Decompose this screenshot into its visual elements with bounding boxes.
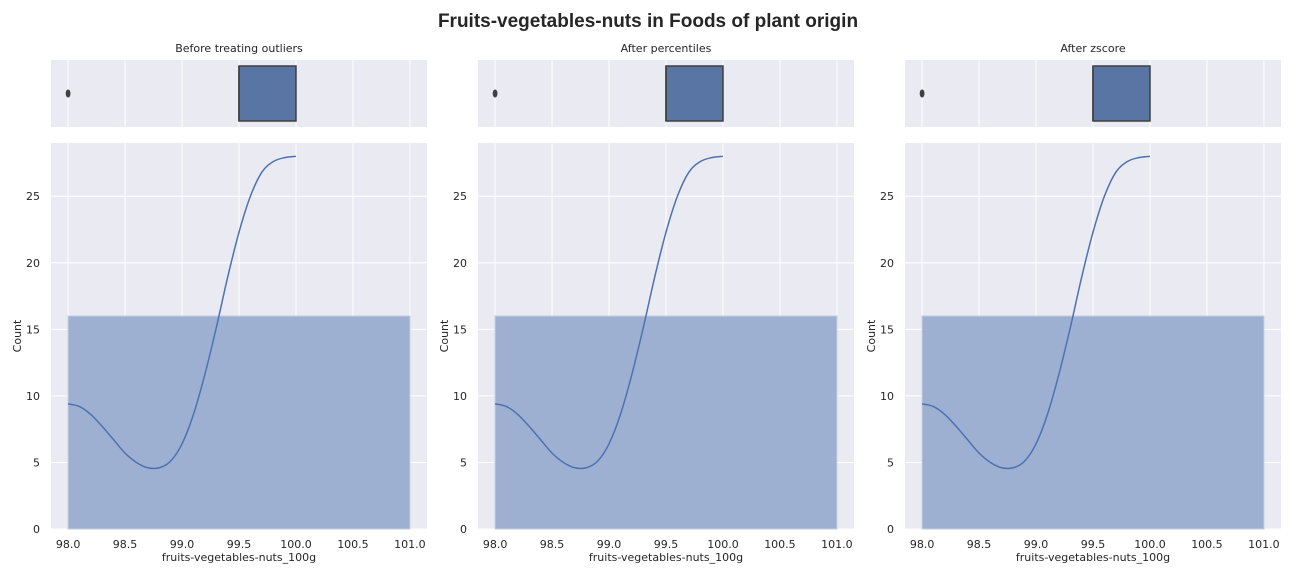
panel-1-x-tick-label-6: 101.0 [394,538,426,551]
panel-1-box [238,65,297,122]
panel-1-x-tick-label-0: 98.0 [56,538,81,551]
panel-3-y-axis-label: Count [865,319,878,352]
panel-1-x-tick-label-1: 98.5 [113,538,138,551]
panel-3-x-axis-label: fruits-vegetables-nuts_100g [1016,551,1170,564]
panel-2-x-tick-label-2: 99.0 [597,538,622,551]
panel-3-y-tick-label-4: 20 [880,257,894,270]
panel-1-x-tick-label-3: 99.5 [227,538,252,551]
panel-2-y-axis-label: Count [438,319,451,352]
panel-3-kde-line [921,155,1151,470]
panel-3-y-tick-label-2: 10 [880,390,894,403]
panel-1-x-tick-label-4: 100.0 [280,538,312,551]
panel-1-outlier-point-0 [65,89,71,98]
panel-1-y-tick-label-4: 20 [26,257,40,270]
panel-2-x-tick-label-1: 98.5 [540,538,565,551]
panel-3-histogram-bar-0 [921,315,1265,530]
panel-2-x-axis-label: fruits-vegetables-nuts_100g [589,551,743,564]
panel-3-y-tick-label-5: 25 [880,190,894,203]
panel-2-y-tick-label-1: 5 [460,456,467,469]
panel-1-x-tick-label-5: 100.5 [337,538,369,551]
panel-2-x-tick-label-0: 98.0 [483,538,508,551]
panel-3-y-tick-label-1: 5 [887,456,894,469]
panel-2-histogram-bar-0 [494,315,838,530]
panel-1-y-tick-label-3: 15 [26,323,40,336]
panel-3-x-tick-label-5: 100.5 [1191,538,1223,551]
panel-1-y-tick-label-0: 0 [33,523,40,536]
panel-3-box [1092,65,1151,122]
panel-1-y-tick-label-2: 10 [26,390,40,403]
panel-3-x-tick-label-3: 99.5 [1081,538,1106,551]
panel-2-kde-line [494,155,724,470]
panel-2-y-tick-label-5: 25 [453,190,467,203]
panel-2-x-tick-label-3: 99.5 [654,538,679,551]
panel-3-y-tick-label-3: 15 [880,323,894,336]
panel-1-x-tick-label-2: 99.0 [170,538,195,551]
panel-3-y-tick-label-0: 0 [887,523,894,536]
panel-2-y-tick-label-0: 0 [460,523,467,536]
panel-3-x-tick-label-2: 99.0 [1024,538,1049,551]
panel-1-y-tick-label-5: 25 [26,190,40,203]
panel-1-title: Before treating outliers [175,42,303,55]
panel-1-x-axis-label: fruits-vegetables-nuts_100g [162,551,316,564]
panel-1-y-tick-label-1: 5 [33,456,40,469]
panel-3-title: After zscore [1060,42,1125,55]
panel-2-x-tick-label-4: 100.0 [707,538,739,551]
panel-3-outlier-point-0 [919,89,925,98]
panel-3-x-tick-label-6: 101.0 [1248,538,1280,551]
panel-2-y-tick-label-3: 15 [453,323,467,336]
panel-1-kde-line [67,155,297,470]
panel-3-x-tick-label-0: 98.0 [910,538,935,551]
figure-title: Fruits-vegetables-nuts in Foods of plant… [438,11,858,32]
panel-2-y-tick-label-4: 20 [453,257,467,270]
panel-3-x-tick-label-4: 100.0 [1134,538,1166,551]
panel-2-y-tick-label-2: 10 [453,390,467,403]
panel-2-x-tick-label-6: 101.0 [821,538,853,551]
panel-2-title: After percentiles [621,42,712,55]
panel-3-x-tick-label-1: 98.5 [967,538,992,551]
panel-2-outlier-point-0 [492,89,498,98]
panel-2-box [665,65,724,122]
panel-1-y-axis-label: Count [11,319,24,352]
panel-2-x-tick-label-5: 100.5 [764,538,796,551]
panel-1-histogram-bar-0 [67,315,411,530]
